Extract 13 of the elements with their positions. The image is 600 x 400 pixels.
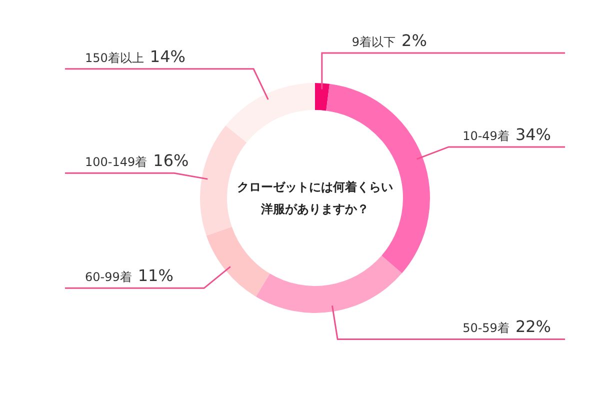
slice-label: 9着以下 — [352, 35, 396, 49]
data-label: 22% — [515, 317, 551, 336]
data-label: 16% — [153, 151, 189, 170]
slice-label: 10-49着 — [462, 128, 510, 143]
slice-label: 100-149着 — [85, 155, 148, 170]
data-label: 2% — [402, 31, 427, 50]
data-label: 34% — [515, 124, 551, 144]
title: クローゼットには何着くらい洋服がありますか？ — [237, 180, 393, 216]
slice-label: 150着以上 — [85, 50, 144, 65]
data-label: 11% — [138, 266, 174, 286]
data-label: 14% — [150, 46, 186, 66]
slice-label: 60-99着 — [85, 270, 132, 284]
slice-label: 50-59着 — [462, 321, 510, 336]
